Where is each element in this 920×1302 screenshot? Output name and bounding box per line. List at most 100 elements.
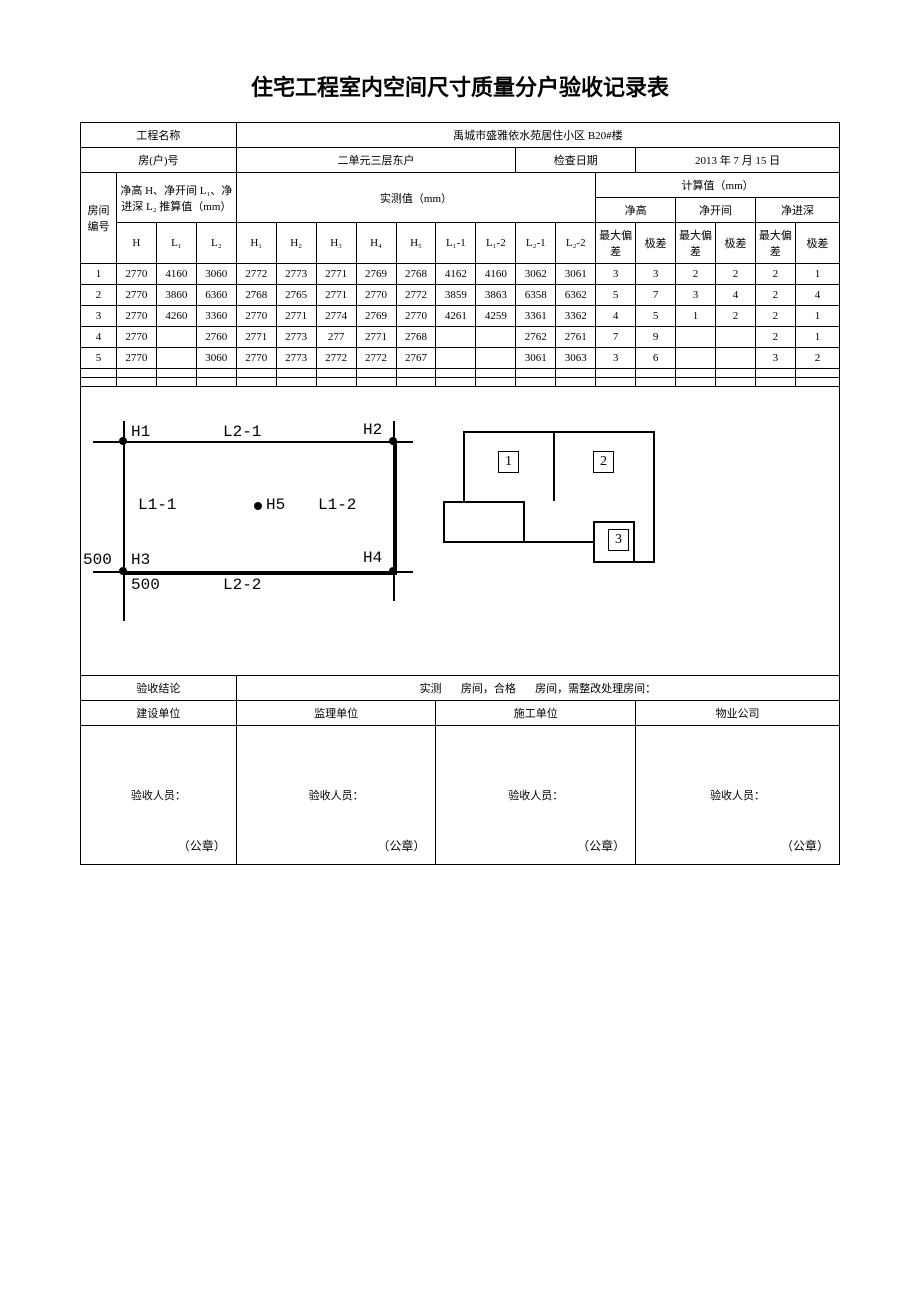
cell-L1 (156, 348, 196, 369)
cell-w_maxdev (676, 327, 716, 348)
cell-L2_1: 3062 (516, 264, 556, 285)
cell-h_maxdev: 7 (596, 327, 636, 348)
diag-H1: H1 (131, 423, 150, 441)
cell-H5: 2768 (396, 264, 436, 285)
cell-h_maxdev: 3 (596, 348, 636, 369)
cell-L1_1 (436, 348, 476, 369)
main-table: 工程名称 禹城市盛雅依水苑居住小区 B20#楼 房(户)号 二单元三层东户 检查… (80, 122, 840, 865)
conclusion-text: 实测 房间，合格 房间，需整改处理房间： (236, 676, 839, 701)
col-h-range: 极差 (636, 223, 676, 264)
cell-d_maxdev: 2 (755, 285, 795, 306)
cell-L2: 3060 (196, 264, 236, 285)
project-value: 禹城市盛雅依水苑居住小区 B20#楼 (236, 123, 839, 148)
cell-w_maxdev: 1 (676, 306, 716, 327)
inspector-label: 验收人员： (508, 790, 563, 802)
cell-H5: 2770 (396, 306, 436, 327)
cell-H2: 2773 (276, 264, 316, 285)
inspector-label: 验收人员： (710, 790, 765, 802)
cell-H2: 2765 (276, 285, 316, 306)
cell-H1: 2770 (236, 306, 276, 327)
cell-L2_1: 2762 (516, 327, 556, 348)
cell-L2_2: 3063 (556, 348, 596, 369)
org-supervision: 监理单位 (236, 701, 436, 726)
col-h-maxdev: 最大偏差 (596, 223, 636, 264)
cell-no: 4 (81, 327, 117, 348)
diag-H3: H3 (131, 551, 150, 569)
sig-contractor: 验收人员： （公章） (436, 726, 636, 865)
cell-L1_1: 4162 (436, 264, 476, 285)
cell-L1_2 (476, 348, 516, 369)
cell-H1: 2772 (236, 264, 276, 285)
cell-H4: 2769 (356, 306, 396, 327)
table-row: 4277027602771277327727712768276227617921 (81, 327, 840, 348)
fp-room-1: 1 (498, 451, 519, 473)
cell-d_range: 1 (795, 327, 839, 348)
col-H1: H₁ (236, 223, 276, 264)
table-row: 3277042603360277027712774276927704261425… (81, 306, 840, 327)
col-w-maxdev: 最大偏差 (676, 223, 716, 264)
cell-d_range: 2 (795, 348, 839, 369)
cell-H: 2770 (116, 348, 156, 369)
table-row: 1277041603060277227732771276927684162416… (81, 264, 840, 285)
sig-supervision: 验收人员： （公章） (236, 726, 436, 865)
cell-H3: 2771 (316, 264, 356, 285)
cell-H1: 2770 (236, 348, 276, 369)
col-d-maxdev: 最大偏差 (755, 223, 795, 264)
cell-no: 5 (81, 348, 117, 369)
cell-no: 1 (81, 264, 117, 285)
cell-H5: 2767 (396, 348, 436, 369)
conclusion-mid1: 房间，合格 (461, 683, 516, 695)
cell-L2: 3360 (196, 306, 236, 327)
diagram-cell: H1 H2 H3 H4 H5 L2-1 L2-2 L1-1 L1-2 500 5… (81, 387, 840, 676)
table-row: 2277038606360276827652771277027723859386… (81, 285, 840, 306)
cell-h_range: 7 (636, 285, 676, 306)
cell-H: 2770 (116, 306, 156, 327)
diag-L2-1: L2-1 (223, 423, 261, 441)
col-H4: H₄ (356, 223, 396, 264)
measurement-diagram: H1 H2 H3 H4 H5 L2-1 L2-2 L1-1 L1-2 500 5… (83, 421, 413, 641)
cell-w_range: 4 (716, 285, 756, 306)
col-L1-1: L₁-1 (436, 223, 476, 264)
sig-property: 验收人员： （公章） (636, 726, 840, 865)
conclusion-mid2: 房间，需整改处理房间： (535, 683, 656, 695)
cell-H4: 2771 (356, 327, 396, 348)
unit-label: 房(户)号 (81, 148, 237, 173)
page-title: 住宅工程室内空间尺寸质量分户验收记录表 (80, 70, 840, 102)
table-row: 5277030602770277327722772276730613063363… (81, 348, 840, 369)
cell-h_range: 9 (636, 327, 676, 348)
seal-label: （公章） (377, 837, 425, 854)
cell-L2_1: 6358 (516, 285, 556, 306)
cell-H4: 2769 (356, 264, 396, 285)
cell-L1: 4260 (156, 306, 196, 327)
cell-L2_2: 3362 (556, 306, 596, 327)
cell-H2: 2771 (276, 306, 316, 327)
cell-H: 2770 (116, 327, 156, 348)
seal-label: （公章） (577, 837, 625, 854)
floorplan-diagram: 1 2 3 (443, 421, 673, 621)
cell-d_range: 4 (795, 285, 839, 306)
col-H3: H₃ (316, 223, 356, 264)
cell-w_range (716, 327, 756, 348)
project-label: 工程名称 (81, 123, 237, 148)
cell-L2_2: 2761 (556, 327, 596, 348)
col-ref-group: 净高 H、净开间 L₁、净进深 L₂ 推算值（mm） (116, 173, 236, 223)
cell-H5: 2772 (396, 285, 436, 306)
diag-H5: H5 (266, 496, 285, 514)
unit-value: 二单元三层东户 (236, 148, 516, 173)
inspector-label: 验收人员： (131, 790, 186, 802)
cell-H: 2770 (116, 285, 156, 306)
cell-w_range: 2 (716, 264, 756, 285)
col-calc-group: 计算值（mm） (596, 173, 840, 198)
diag-H4: H4 (363, 549, 382, 567)
cell-L1_1: 3859 (436, 285, 476, 306)
diag-500b: 500 (131, 576, 160, 594)
col-d-range: 极差 (795, 223, 839, 264)
diag-L1-2: L1-2 (318, 496, 356, 514)
diag-L2-2: L2-2 (223, 576, 261, 594)
cell-w_range (716, 348, 756, 369)
diag-L1-1: L1-1 (138, 496, 176, 514)
cell-L2: 2760 (196, 327, 236, 348)
cell-d_maxdev: 2 (755, 264, 795, 285)
date-value: 2013 年 7 月 15 日 (636, 148, 840, 173)
org-construction: 建设单位 (81, 701, 237, 726)
